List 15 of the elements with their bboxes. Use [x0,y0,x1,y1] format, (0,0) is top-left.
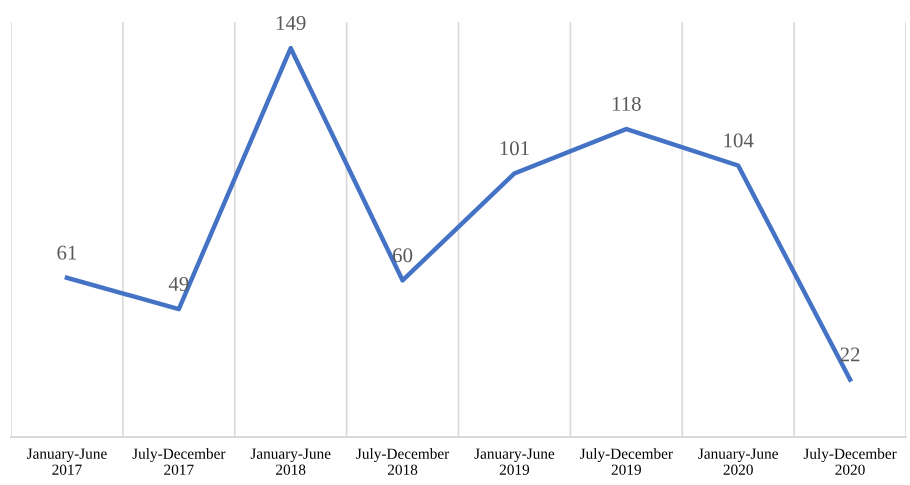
data-label: 60 [393,248,412,262]
x-tick-label: January-June 2018 [250,448,330,475]
data-label: 101 [500,141,529,156]
data-label: 118 [612,96,641,111]
data-label: 61 [57,246,76,260]
x-tick-label: January-June 2019 [474,448,554,475]
x-tick-label: July-December 2018 [356,448,450,475]
x-tick-label: January-June 2017 [26,448,107,475]
data-label: 104 [724,133,754,148]
x-tick-label: July-December 2019 [580,448,673,475]
data-label: 149 [276,16,306,30]
x-tick-label: July-December 2020 [804,448,897,475]
x-tick-label: January-June 2020 [698,448,778,475]
x-tick-label: July-December 2017 [132,448,226,475]
data-label: 22 [840,347,860,362]
